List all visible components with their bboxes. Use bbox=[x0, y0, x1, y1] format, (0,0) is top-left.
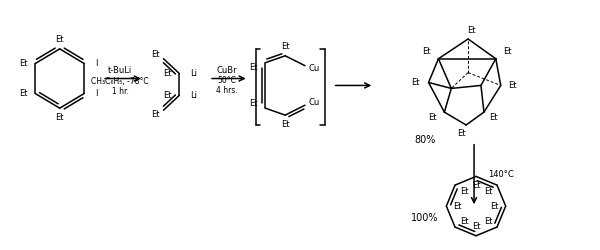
Text: Et: Et bbox=[55, 112, 64, 122]
Text: Et: Et bbox=[467, 26, 475, 35]
Text: Et: Et bbox=[163, 69, 172, 78]
Text: Et: Et bbox=[484, 186, 493, 196]
Text: 100%: 100% bbox=[411, 213, 439, 223]
Text: t-BuLi: t-BuLi bbox=[108, 66, 132, 75]
Text: Et: Et bbox=[472, 181, 480, 190]
Text: Et: Et bbox=[503, 47, 512, 56]
Text: Et: Et bbox=[457, 130, 466, 138]
Text: Et: Et bbox=[19, 89, 28, 98]
Text: Li: Li bbox=[190, 91, 197, 100]
Text: I: I bbox=[95, 89, 98, 98]
Text: Et: Et bbox=[460, 186, 468, 196]
Text: Et: Et bbox=[422, 47, 431, 56]
Text: Et: Et bbox=[249, 63, 258, 72]
Text: Et: Et bbox=[491, 202, 499, 210]
Text: 50°C: 50°C bbox=[217, 76, 236, 85]
Text: Et: Et bbox=[281, 42, 289, 51]
Text: Et: Et bbox=[412, 78, 420, 87]
Text: CuBr: CuBr bbox=[217, 66, 237, 75]
Text: Et: Et bbox=[484, 217, 493, 226]
Text: Et: Et bbox=[490, 112, 498, 122]
Text: 1 hr.: 1 hr. bbox=[112, 87, 128, 96]
Text: Et: Et bbox=[151, 110, 160, 118]
Text: Et: Et bbox=[453, 202, 461, 210]
Text: Et: Et bbox=[428, 112, 437, 122]
Text: Et: Et bbox=[281, 120, 289, 128]
Text: Et: Et bbox=[460, 217, 468, 226]
Text: Et: Et bbox=[163, 91, 172, 100]
Text: 140°C: 140°C bbox=[488, 170, 514, 179]
Text: Et: Et bbox=[19, 59, 28, 68]
Text: I: I bbox=[95, 59, 98, 68]
Text: 4 hrs.: 4 hrs. bbox=[216, 86, 238, 95]
Text: Et: Et bbox=[151, 50, 160, 59]
Text: Cu: Cu bbox=[308, 64, 319, 73]
Text: Et: Et bbox=[55, 36, 64, 44]
Text: Cu: Cu bbox=[308, 98, 319, 107]
Text: Et: Et bbox=[249, 99, 258, 108]
Text: 80%: 80% bbox=[414, 135, 435, 145]
Text: CH₃C₆H₅, -78°C: CH₃C₆H₅, -78°C bbox=[91, 77, 149, 86]
Text: Li: Li bbox=[190, 69, 197, 78]
Text: Et: Et bbox=[508, 81, 517, 90]
Text: Et: Et bbox=[472, 222, 480, 231]
